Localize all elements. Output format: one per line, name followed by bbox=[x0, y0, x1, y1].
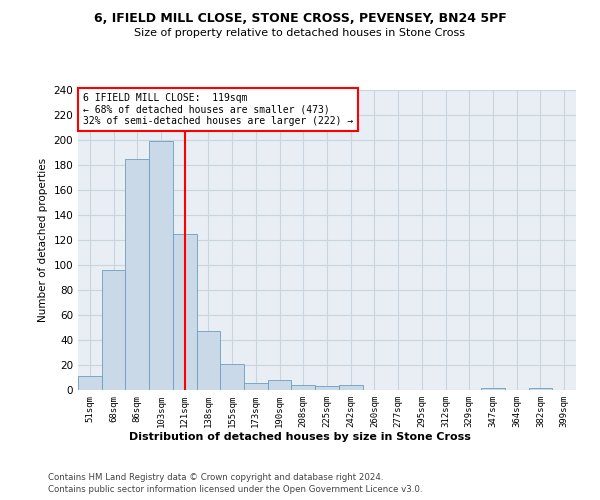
Text: Distribution of detached houses by size in Stone Cross: Distribution of detached houses by size … bbox=[129, 432, 471, 442]
Bar bbox=[529, 388, 552, 390]
Bar bbox=[220, 364, 244, 390]
Bar bbox=[339, 385, 362, 390]
Bar bbox=[125, 159, 149, 390]
Text: Contains public sector information licensed under the Open Government Licence v3: Contains public sector information licen… bbox=[48, 485, 422, 494]
Bar bbox=[197, 331, 220, 390]
Text: 6, IFIELD MILL CLOSE, STONE CROSS, PEVENSEY, BN24 5PF: 6, IFIELD MILL CLOSE, STONE CROSS, PEVEN… bbox=[94, 12, 506, 26]
Bar bbox=[292, 385, 315, 390]
Bar bbox=[315, 386, 339, 390]
Bar bbox=[78, 376, 102, 390]
Bar bbox=[244, 382, 268, 390]
Text: 6 IFIELD MILL CLOSE:  119sqm
← 68% of detached houses are smaller (473)
32% of s: 6 IFIELD MILL CLOSE: 119sqm ← 68% of det… bbox=[83, 93, 353, 126]
Text: Contains HM Land Registry data © Crown copyright and database right 2024.: Contains HM Land Registry data © Crown c… bbox=[48, 472, 383, 482]
Bar bbox=[149, 141, 173, 390]
Bar bbox=[173, 234, 197, 390]
Y-axis label: Number of detached properties: Number of detached properties bbox=[38, 158, 48, 322]
Bar bbox=[481, 388, 505, 390]
Bar bbox=[268, 380, 292, 390]
Text: Size of property relative to detached houses in Stone Cross: Size of property relative to detached ho… bbox=[134, 28, 466, 38]
Bar bbox=[102, 270, 125, 390]
